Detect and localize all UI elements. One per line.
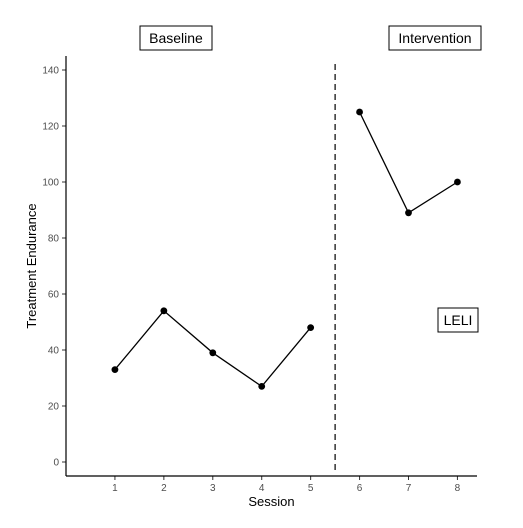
y-tick-label: 140 — [42, 66, 59, 77]
intervention-label-text: Intervention — [398, 30, 471, 46]
baseline-data-point — [258, 383, 266, 390]
baseline-data-point — [307, 324, 315, 331]
condition-label-box — [437, 307, 479, 333]
baseline-label-text: Baseline — [149, 30, 203, 46]
x-tick-label: 4 — [259, 483, 265, 494]
baseline-label-box — [139, 25, 213, 51]
y-tick-label: 20 — [48, 402, 60, 413]
condition-label: LELI — [437, 307, 479, 333]
intervention-data-point — [454, 178, 461, 186]
intervention-data-point — [405, 209, 412, 217]
intervention-data-point — [356, 108, 363, 116]
y-axis-ticks: 0 20 40 60 80 100 120 140 — [42, 66, 66, 469]
y-tick-label: 80 — [48, 234, 60, 245]
x-tick-label: 3 — [210, 483, 216, 494]
x-tick-label: 1 — [112, 483, 118, 494]
baseline-data-point — [160, 307, 168, 315]
baseline-data-point — [209, 349, 217, 357]
series-layer — [111, 108, 461, 390]
intervention-series-line — [358, 111, 458, 214]
x-tick-label: 5 — [308, 483, 314, 494]
y-tick-label: 100 — [42, 178, 59, 189]
x-tick-label: 7 — [406, 483, 412, 494]
y-tick-label: 60 — [48, 290, 60, 301]
condition-label-text: LELI — [444, 312, 473, 328]
x-axis-title: Session — [248, 494, 294, 509]
baseline-label: Baseline — [139, 25, 213, 51]
y-axis-title: Treatment Endurance — [24, 203, 39, 328]
baseline-data-point — [111, 366, 119, 373]
intervention-label: Intervention — [388, 25, 482, 51]
y-tick-label: 120 — [42, 122, 59, 133]
y-tick-label: 0 — [53, 458, 59, 469]
intervention-label-box — [388, 25, 482, 51]
x-axis-ticks: 1 2 3 4 5 6 7 8 — [112, 476, 461, 494]
x-tick-label: 6 — [357, 483, 363, 494]
y-tick-label: 40 — [48, 346, 60, 357]
baseline-series-line — [114, 309, 312, 388]
x-tick-label: 2 — [161, 483, 167, 494]
x-tick-label: 8 — [455, 483, 461, 494]
